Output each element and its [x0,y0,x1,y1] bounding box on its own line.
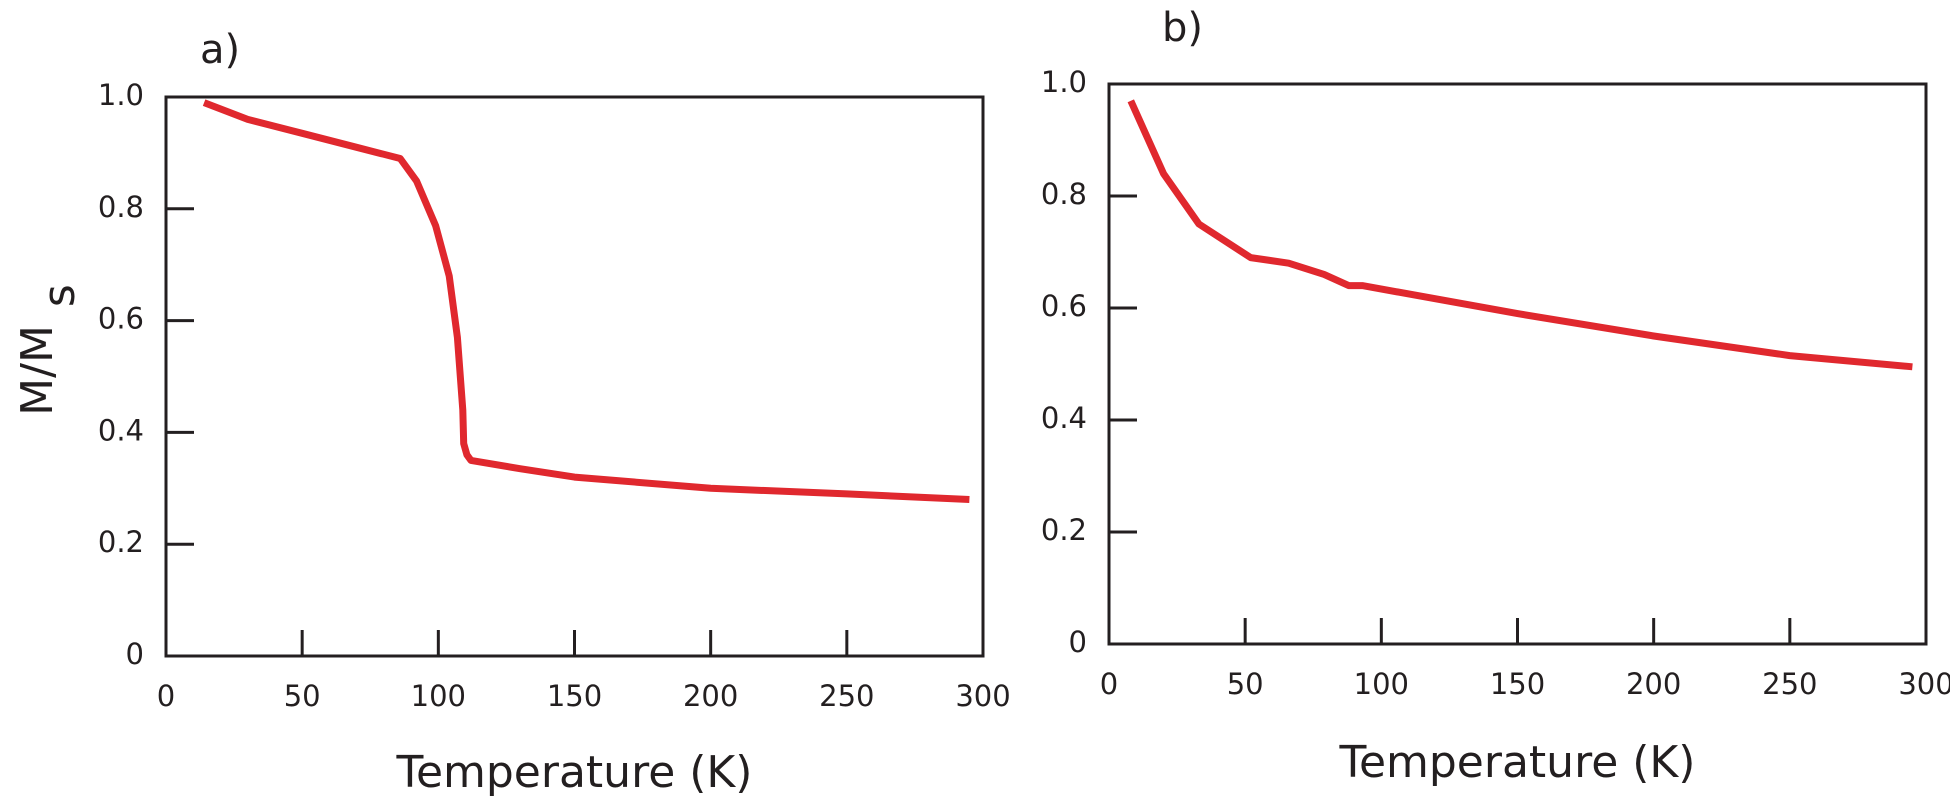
y-tick-label: 0.4 [1041,401,1087,435]
y-tick-label: 1.0 [98,78,144,112]
data-line [202,99,970,503]
y-tick-label: 0.4 [98,413,144,447]
x-tick-label: 50 [284,679,321,713]
x-tick-label: 300 [955,679,1010,713]
x-tick-label: 250 [1762,667,1817,701]
y-tick-label: 0.8 [98,190,144,224]
y-label-subscript: s [34,284,85,307]
x-tick-label: 150 [1490,667,1545,701]
y-axis-label: M/M s [12,284,85,416]
x-tick-label: 200 [1626,667,1681,701]
panel-title: b) [1162,5,1203,51]
y-label-main: M/M [12,325,63,416]
x-tick-label: 50 [1227,667,1264,701]
x-tick-label: 0 [157,679,175,713]
x-axis-label: Temperature (K) [396,747,753,798]
y-tick-label: 0.8 [1041,177,1087,211]
x-tick-label: 250 [819,679,874,713]
x-tick-label: 100 [411,679,466,713]
x-tick-label: 300 [1898,667,1950,701]
x-tick-label: 0 [1100,667,1118,701]
data-line [1127,99,1913,371]
plot-frame [1107,82,1928,646]
panel-title: a) [200,27,240,73]
x-tick-label: 100 [1354,667,1409,701]
x-tick-label: 200 [683,679,738,713]
x-tick-label: 150 [547,679,602,713]
y-tick-label: 0.6 [1041,289,1087,323]
y-tick-label: 0.6 [98,302,144,336]
y-tick-label: 0 [1069,625,1087,659]
y-tick-label: 0.2 [98,525,144,559]
y-tick-label: 0 [126,637,144,671]
plot-frame [164,95,985,658]
x-axis-label: Temperature (K) [1339,737,1696,788]
y-tick-label: 1.0 [1041,65,1087,99]
y-tick-label: 0.2 [1041,513,1087,547]
